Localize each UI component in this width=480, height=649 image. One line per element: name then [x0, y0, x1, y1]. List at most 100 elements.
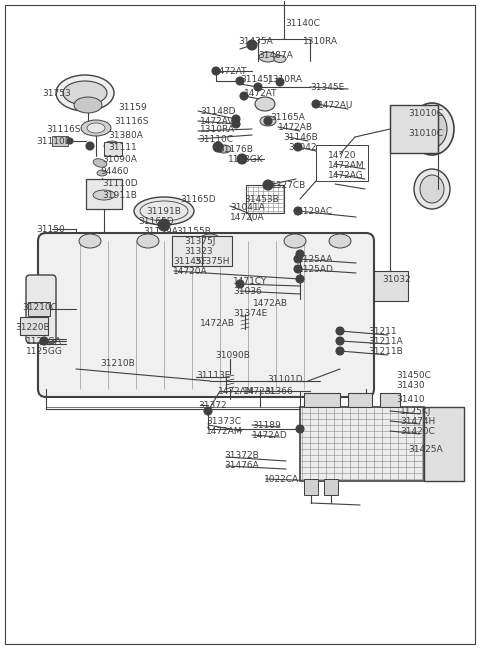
Circle shape — [254, 83, 262, 91]
Ellipse shape — [87, 123, 105, 133]
Text: 31753: 31753 — [42, 90, 71, 99]
Ellipse shape — [414, 169, 450, 209]
Text: 1472AU: 1472AU — [318, 101, 353, 110]
Text: 1472AB: 1472AB — [253, 299, 288, 308]
Text: 31032: 31032 — [382, 275, 410, 284]
Bar — [390, 105, 438, 153]
Text: 1125GA: 1125GA — [26, 336, 62, 345]
Text: 31010C: 31010C — [408, 110, 443, 119]
Text: 31116S: 31116S — [46, 125, 81, 134]
Text: 31345E: 31345E — [310, 82, 344, 92]
Text: 31410: 31410 — [396, 395, 425, 404]
Text: 31145F: 31145F — [173, 256, 207, 265]
Ellipse shape — [259, 52, 277, 62]
Bar — [374, 271, 408, 301]
Circle shape — [40, 337, 48, 345]
Text: 31211A: 31211A — [368, 336, 403, 345]
Text: 31165D: 31165D — [138, 217, 174, 225]
Circle shape — [204, 407, 212, 415]
Circle shape — [276, 78, 284, 86]
Circle shape — [67, 138, 73, 144]
Ellipse shape — [420, 175, 444, 203]
Circle shape — [212, 67, 220, 75]
Text: 1123GK: 1123GK — [228, 154, 264, 164]
Ellipse shape — [104, 141, 120, 151]
Text: 1471CY: 1471CY — [233, 276, 267, 286]
Circle shape — [263, 180, 273, 190]
Circle shape — [237, 154, 247, 164]
Text: 31420C: 31420C — [400, 426, 435, 435]
Text: 31090B: 31090B — [215, 350, 250, 360]
Text: 31372B: 31372B — [224, 450, 259, 459]
Circle shape — [236, 77, 244, 85]
FancyBboxPatch shape — [26, 275, 56, 343]
Text: 31146B: 31146B — [283, 134, 318, 143]
Text: 1327CB: 1327CB — [271, 180, 306, 190]
Text: 1472AM: 1472AM — [206, 426, 242, 435]
Text: 31110C: 31110C — [198, 134, 233, 143]
Circle shape — [232, 120, 240, 128]
Text: 31189: 31189 — [252, 421, 281, 430]
Text: 31110D: 31110D — [36, 136, 72, 145]
Bar — [304, 479, 318, 495]
Ellipse shape — [93, 190, 115, 200]
Ellipse shape — [97, 170, 107, 176]
Text: 31375H: 31375H — [194, 256, 229, 265]
Text: 31010C: 31010C — [408, 129, 443, 138]
Ellipse shape — [274, 56, 286, 62]
Text: 31191B: 31191B — [146, 206, 181, 215]
Bar — [316, 145, 368, 181]
Circle shape — [336, 347, 344, 355]
Ellipse shape — [74, 97, 102, 113]
Text: 31911B: 31911B — [102, 191, 137, 199]
Circle shape — [294, 265, 302, 273]
Circle shape — [213, 142, 223, 152]
Text: 31148D: 31148D — [200, 106, 236, 116]
Text: 31150: 31150 — [36, 225, 65, 234]
Text: 31366: 31366 — [264, 387, 293, 395]
Text: 1472AD: 1472AD — [252, 430, 288, 439]
Text: 1125AA: 1125AA — [298, 254, 334, 263]
Text: 31453B: 31453B — [244, 195, 279, 204]
Text: 31159: 31159 — [118, 103, 147, 112]
Circle shape — [86, 142, 94, 150]
Circle shape — [296, 425, 304, 433]
Bar — [20, 317, 48, 335]
Text: 31450C: 31450C — [396, 371, 431, 380]
Text: 31220B: 31220B — [15, 323, 49, 332]
Bar — [424, 407, 464, 481]
Circle shape — [294, 143, 302, 151]
Text: 1472AB: 1472AB — [278, 123, 313, 132]
Text: 1125GG: 1125GG — [26, 347, 63, 356]
Text: 31140C: 31140C — [285, 19, 320, 29]
Text: 1472AB: 1472AB — [200, 319, 235, 328]
Text: 1472AM: 1472AM — [218, 387, 254, 395]
Bar — [300, 407, 424, 481]
Circle shape — [296, 250, 304, 258]
Text: 31380A: 31380A — [108, 130, 143, 140]
Text: 1125KJ: 1125KJ — [400, 406, 432, 415]
Text: 31165A: 31165A — [270, 114, 305, 123]
Bar — [104, 142, 122, 156]
Text: 31113E: 31113E — [196, 371, 230, 380]
Text: 31474H: 31474H — [400, 417, 435, 426]
Text: 1310RA: 1310RA — [200, 125, 235, 134]
Text: 1129AC: 1129AC — [298, 206, 333, 215]
Text: 14720A: 14720A — [173, 267, 208, 275]
Circle shape — [294, 255, 302, 263]
Text: 1472AM: 1472AM — [328, 160, 365, 169]
Ellipse shape — [329, 234, 351, 248]
Text: 31159A: 31159A — [143, 227, 178, 236]
Text: 31211: 31211 — [368, 326, 396, 336]
Text: 14720: 14720 — [328, 151, 357, 160]
Text: 31210B: 31210B — [100, 358, 135, 367]
Text: 1472AT: 1472AT — [214, 66, 248, 75]
Text: 31111: 31111 — [108, 143, 137, 151]
Circle shape — [232, 115, 240, 123]
Text: 1472AG: 1472AG — [328, 171, 364, 180]
Text: 31374E: 31374E — [233, 308, 267, 317]
Text: 31323: 31323 — [184, 247, 213, 256]
Text: 94460: 94460 — [100, 167, 129, 175]
Text: 31210C: 31210C — [22, 302, 57, 312]
Bar — [156, 261, 172, 266]
